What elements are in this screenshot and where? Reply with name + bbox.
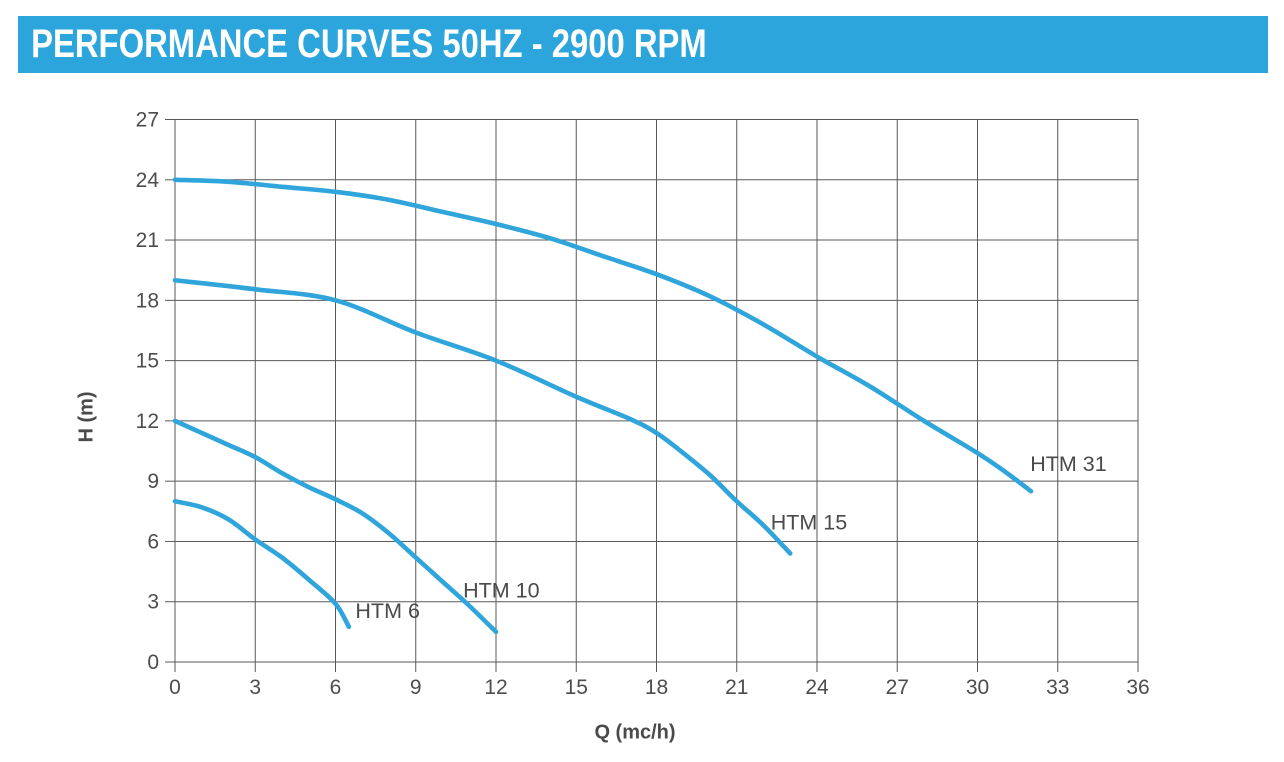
- x-tick-label: 24: [805, 676, 829, 699]
- page-title: PERFORMANCE CURVES 50HZ - 2900 RPM: [31, 22, 707, 66]
- curve-label-htm-31: HTM 31: [1030, 452, 1106, 476]
- x-tick-label: 6: [330, 676, 342, 699]
- y-tick-label: 0: [147, 651, 159, 674]
- y-tick-label: 6: [147, 530, 159, 553]
- x-tick-label: 36: [1126, 676, 1149, 699]
- y-tick-label: 3: [147, 591, 159, 614]
- curve-label-htm-15: HTM 15: [771, 510, 848, 534]
- x-tick-label: 27: [886, 676, 909, 699]
- y-tick-label: 15: [136, 350, 159, 373]
- y-axis-title: H (m): [75, 391, 98, 443]
- y-tick-label: 18: [136, 289, 159, 312]
- x-tick-label: 21: [725, 676, 748, 699]
- curve-htm-15: [172, 277, 793, 556]
- curve-label-htm-10: HTM 10: [463, 579, 540, 603]
- x-tick-label: 0: [169, 676, 181, 699]
- curve-htm-6: [172, 498, 352, 630]
- x-axis-title: Q (mc/h): [594, 721, 676, 744]
- x-tick-label: 15: [565, 676, 588, 699]
- y-tick-label: 9: [147, 470, 159, 493]
- y-tick-label: 27: [136, 109, 159, 132]
- y-tick-label: 24: [136, 169, 160, 192]
- y-tick-label: 21: [136, 229, 159, 252]
- x-tick-label: 3: [249, 676, 261, 699]
- x-tick-label: 30: [966, 676, 989, 699]
- x-tick-label: 9: [410, 676, 422, 699]
- title-bar: PERFORMANCE CURVES 50HZ - 2900 RPM: [18, 16, 1268, 73]
- curve-label-htm-6: HTM 6: [355, 599, 420, 623]
- curve-htm-31: [172, 177, 1034, 494]
- x-tick-label: 18: [645, 676, 668, 699]
- x-tick-label: 33: [1046, 676, 1069, 699]
- curve-htm-10: [172, 418, 499, 635]
- y-tick-label: 12: [136, 410, 159, 433]
- x-tick-label: 12: [484, 676, 507, 699]
